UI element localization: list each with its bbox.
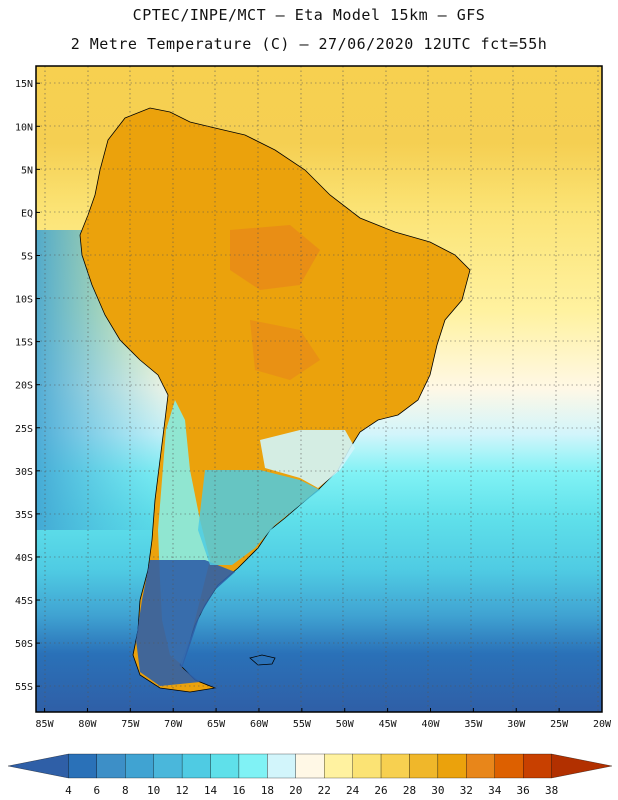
map-area bbox=[36, 66, 602, 712]
colorbar-label: 32 bbox=[460, 784, 473, 797]
colorbar-swatch bbox=[210, 753, 240, 779]
colorbar-label: 26 bbox=[374, 784, 387, 797]
lat-tick-label: 55S bbox=[15, 682, 33, 693]
lon-tick-label: 70W bbox=[164, 719, 183, 730]
colorbar-label: 36 bbox=[517, 784, 530, 797]
map-title-line2: 2 Metre Temperature (C) – 27/06/2020 12U… bbox=[70, 35, 548, 53]
falkland-islands bbox=[249, 654, 276, 666]
lon-tick-label: 25W bbox=[550, 719, 569, 730]
lat-tick-label: 5N bbox=[21, 165, 33, 176]
colorbar-swatch bbox=[494, 753, 524, 779]
patagonia-zone bbox=[136, 560, 235, 686]
colorbar-swatch bbox=[409, 753, 439, 779]
map-frame bbox=[35, 65, 603, 713]
lat-tick-label: EQ bbox=[21, 208, 33, 219]
colorbar-swatch bbox=[125, 753, 154, 779]
colorbar-label: 30 bbox=[431, 784, 444, 797]
lat-tick-label: 45S bbox=[15, 596, 33, 607]
lon-tick-label: 85W bbox=[36, 719, 55, 730]
colorbar-swatch bbox=[551, 753, 613, 779]
lon-tick-label: 45W bbox=[379, 719, 398, 730]
lat-tick-label: 10S bbox=[15, 295, 33, 306]
colorbar-swatch bbox=[352, 753, 382, 779]
lat-tick-label: 40S bbox=[15, 553, 33, 564]
colorbar-label: 6 bbox=[94, 784, 101, 797]
lon-tick-label: 55W bbox=[293, 719, 312, 730]
lon-tick-label: 40W bbox=[421, 719, 440, 730]
temperature-colorbar: 4 6 8 10 12 14 16 18 20 22 24 26 28 30 32 34 36 38 bbox=[7, 753, 613, 797]
colorbar-label: 24 bbox=[346, 784, 360, 797]
lon-tick-label: 60W bbox=[250, 719, 269, 730]
colorbar-label: 34 bbox=[488, 784, 502, 797]
lon-tick-label: 50W bbox=[336, 719, 355, 730]
lon-tick-label: 20W bbox=[593, 719, 612, 730]
lat-tick-label: 30S bbox=[15, 467, 33, 478]
colorbar-label: 12 bbox=[175, 784, 188, 797]
colorbar-swatch bbox=[324, 753, 353, 779]
colorbar-label: 22 bbox=[318, 784, 331, 797]
central-hot-zone bbox=[250, 320, 320, 380]
lat-tick-label: 5S bbox=[21, 251, 33, 262]
lon-tick-label: 35W bbox=[464, 719, 483, 730]
colorbar-label: 10 bbox=[147, 784, 160, 797]
colorbar-swatch bbox=[68, 753, 97, 779]
colorbar-swatch bbox=[7, 753, 69, 779]
colorbar-label: 4 bbox=[65, 784, 72, 797]
colorbar-label: 18 bbox=[261, 784, 274, 797]
lon-tick-label: 30W bbox=[507, 719, 526, 730]
lon-tick-label: 80W bbox=[78, 719, 97, 730]
colorbar-swatch bbox=[523, 753, 552, 779]
colorbar-label: 8 bbox=[122, 784, 129, 797]
lat-tick-label: 15S bbox=[15, 338, 33, 349]
colorbar-swatch bbox=[267, 753, 296, 779]
amazon-hot-zone bbox=[230, 225, 320, 290]
colorbar-swatch bbox=[295, 753, 325, 779]
longitude-axis: 85W 80W 75W 70W 65W 60W 55W 50W 45W 40W 35W 30W 25W 2… bbox=[36, 708, 612, 730]
lon-tick-label: 75W bbox=[121, 719, 140, 730]
argentina-cool-zone bbox=[198, 470, 320, 565]
colorbar-swatch bbox=[466, 753, 495, 779]
colorbar-swatch bbox=[153, 753, 183, 779]
colorbar-swatch bbox=[238, 753, 268, 779]
colorbar-swatch bbox=[96, 753, 126, 779]
colorbar-swatch bbox=[181, 753, 211, 779]
colorbar-label: 28 bbox=[403, 784, 416, 797]
lat-tick-label: 25S bbox=[15, 424, 33, 435]
lon-tick-label: 65W bbox=[207, 719, 226, 730]
southern-brazil-mild-zone bbox=[260, 430, 355, 488]
colorbar-swatch bbox=[437, 753, 467, 779]
colorbar-label: 38 bbox=[545, 784, 558, 797]
colorbar-label: 16 bbox=[232, 784, 245, 797]
lat-tick-label: 20S bbox=[15, 381, 33, 392]
map-title-line1: CPTEC/INPE/MCT – Eta Model 15km – GFS bbox=[132, 6, 486, 24]
lat-tick-label: 35S bbox=[15, 510, 33, 521]
colorbar-label: 14 bbox=[204, 784, 218, 797]
colorbar-label: 20 bbox=[289, 784, 302, 797]
lat-tick-label: 15N bbox=[15, 79, 33, 90]
colorbar-swatch bbox=[380, 753, 410, 779]
lat-tick-label: 10N bbox=[15, 122, 33, 133]
lat-tick-label: 50S bbox=[15, 639, 33, 650]
latitude-axis: 15N 10N 5N EQ 5S 10S 15S 20S 25S 30S 35S 40S 45S 50S 5… bbox=[15, 79, 40, 693]
